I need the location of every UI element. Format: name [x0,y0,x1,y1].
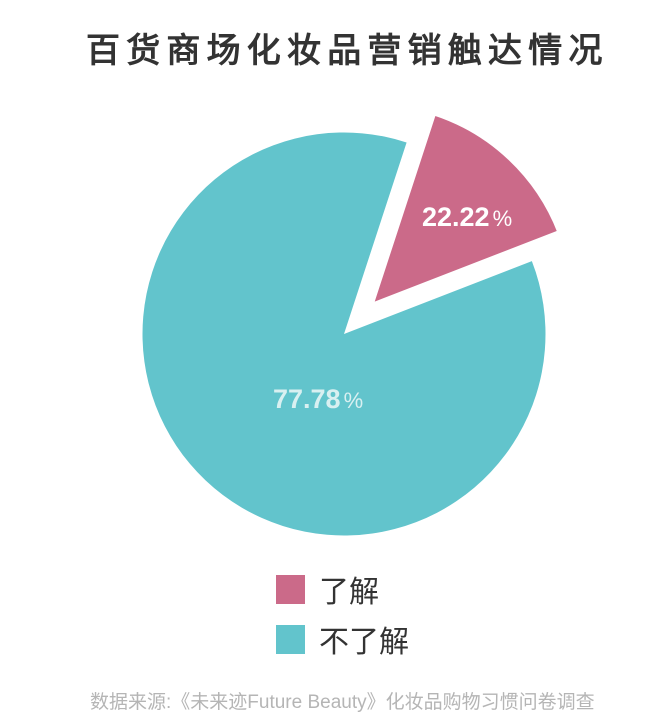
svg-text:77.78%: 77.78% [273,384,363,414]
svg-text:22.22%: 22.22% [422,202,512,232]
